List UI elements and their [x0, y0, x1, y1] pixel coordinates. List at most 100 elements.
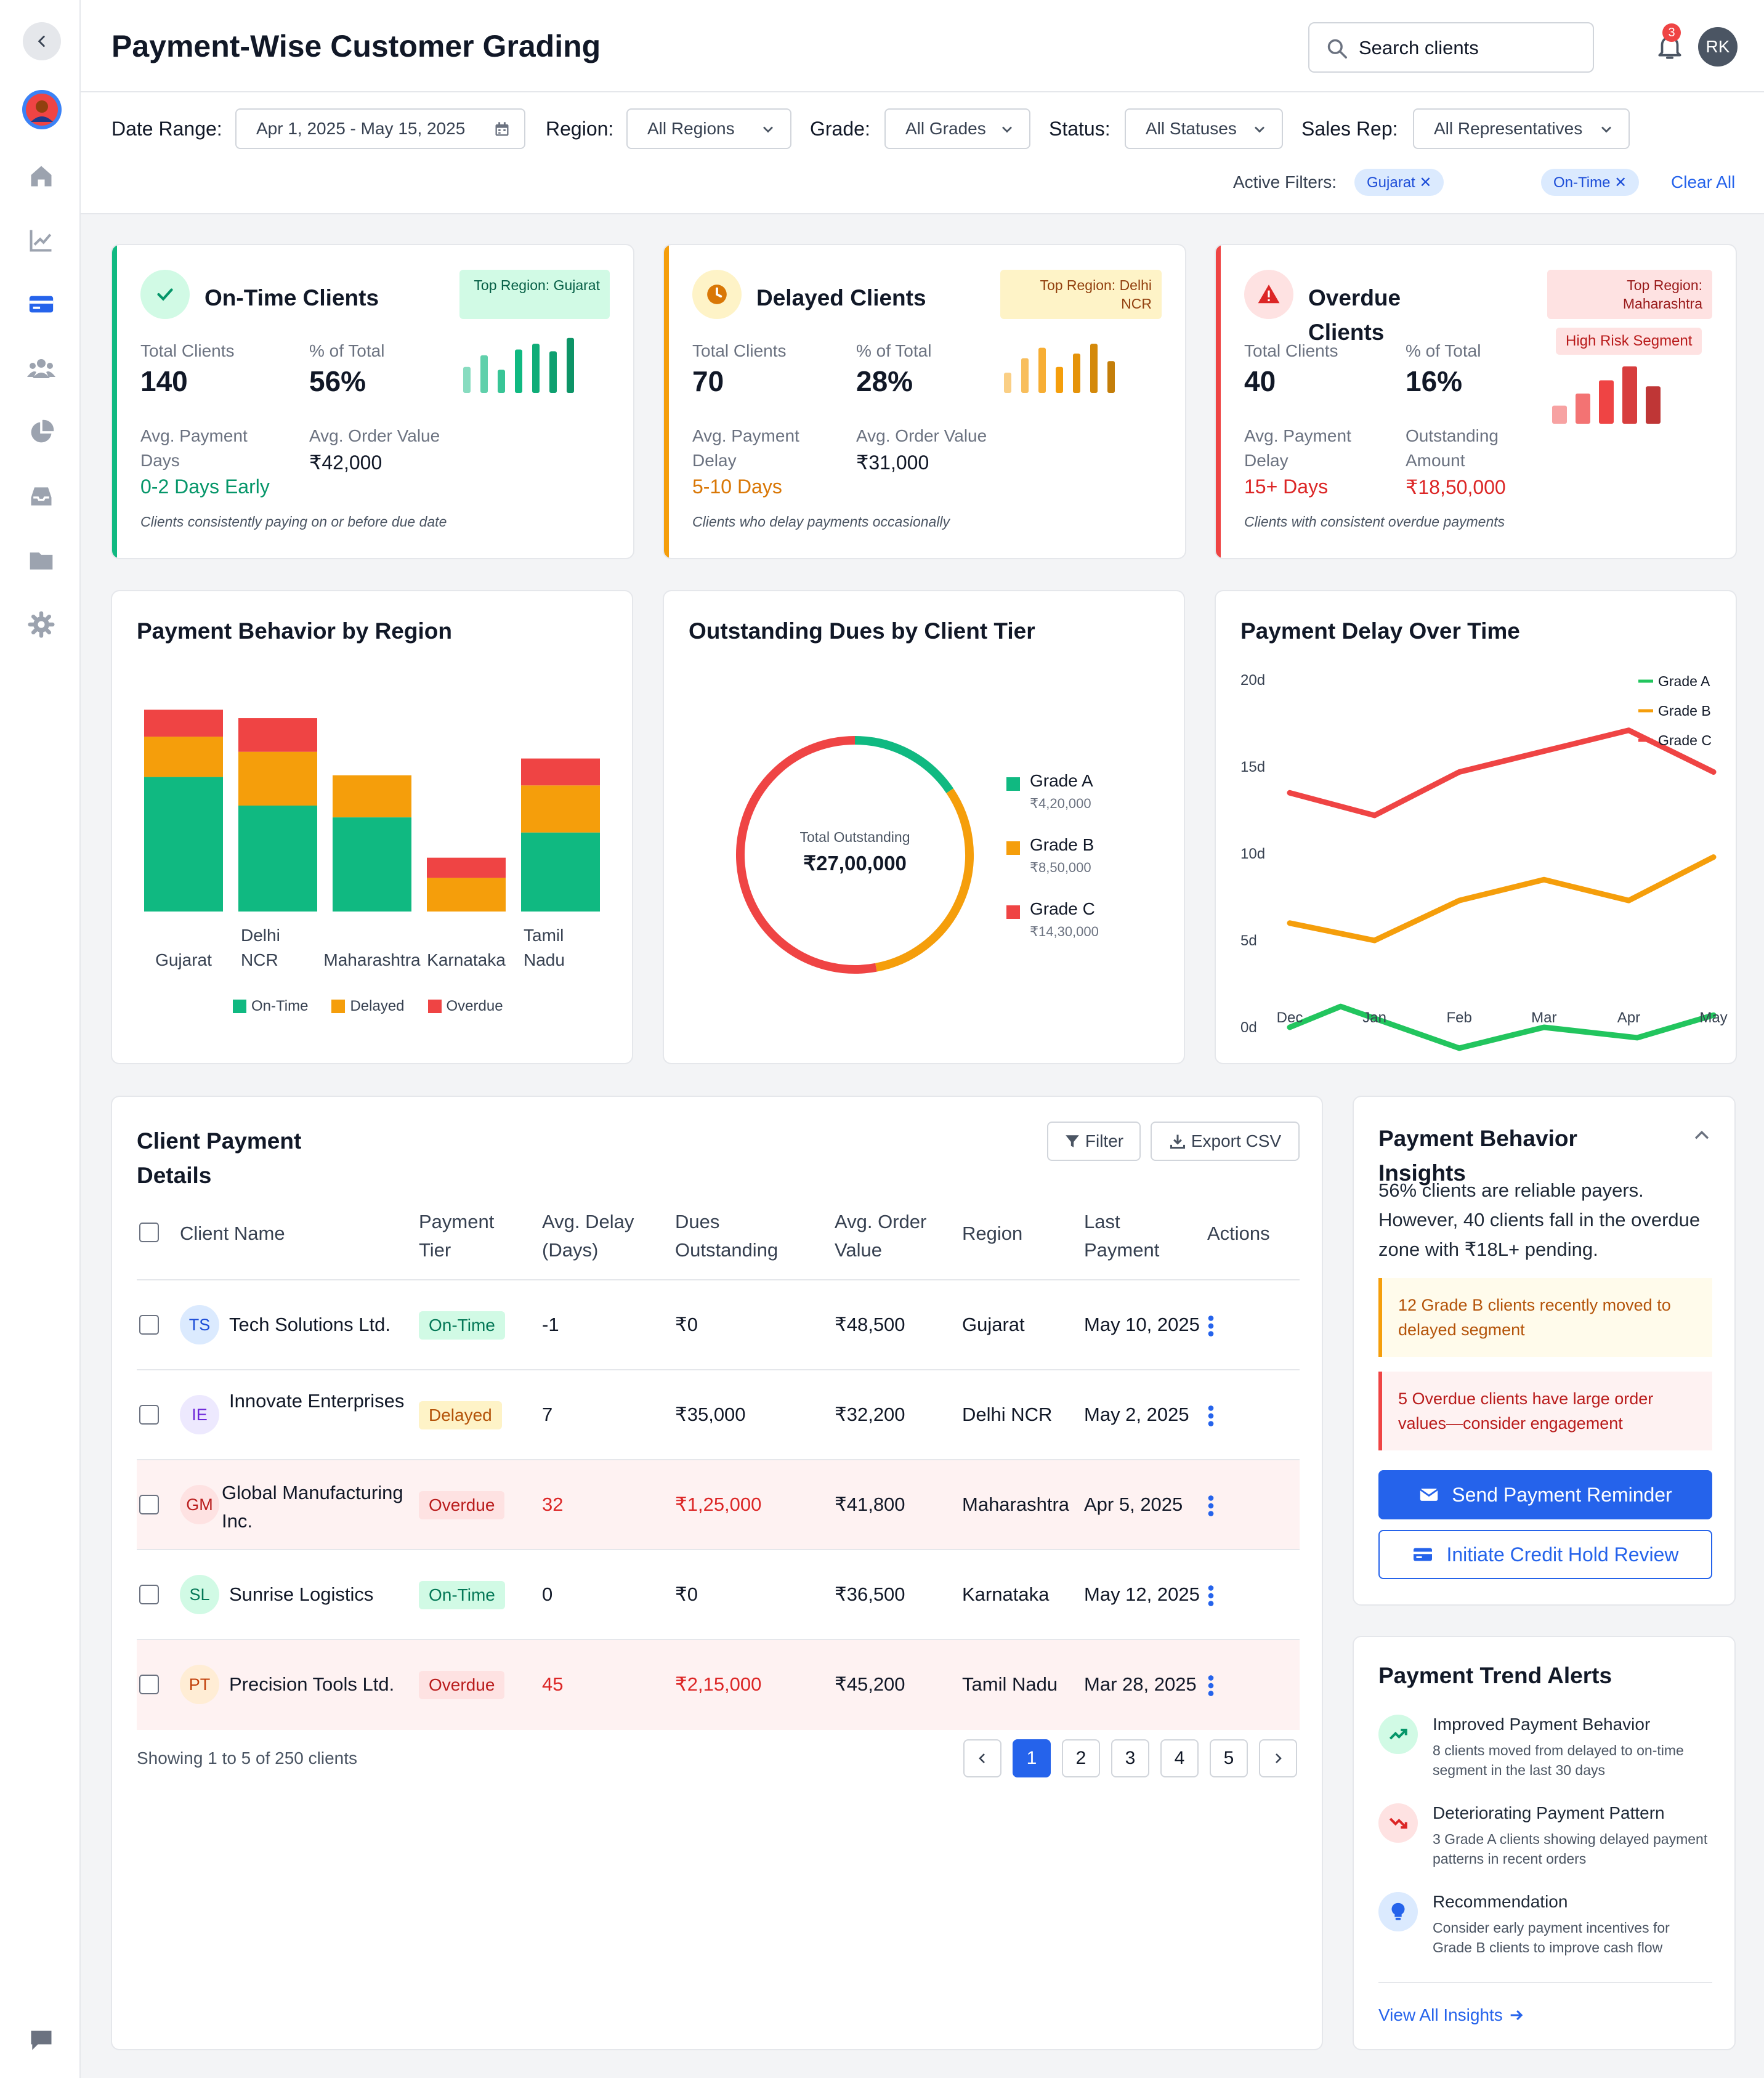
more-actions-icon[interactable]: [1206, 1585, 1216, 1607]
y-tick-label: 15d: [1240, 759, 1265, 775]
chat-icon: [31, 2031, 52, 2050]
page-button-4[interactable]: 4: [1160, 1739, 1199, 1777]
sparkline-bar: [532, 344, 540, 393]
view-all-insights-link[interactable]: View All Insights: [1378, 2005, 1525, 2025]
dues-cell: ₹0: [675, 1314, 698, 1335]
column-header[interactable]: Avg. Delay (Days): [542, 1211, 634, 1261]
collapse-sidebar-button[interactable]: [23, 22, 61, 60]
chevron-down-icon: [1002, 126, 1012, 133]
page-title: Payment-Wise Customer Grading: [111, 29, 601, 63]
page-button-5[interactable]: 5: [1210, 1739, 1248, 1777]
sidebar-item-clients[interactable]: [26, 354, 56, 383]
page-button-1[interactable]: 1: [1013, 1739, 1051, 1777]
on-time-badge: [140, 270, 190, 319]
chart-title: Outstanding Dues by Client Tier: [689, 618, 1035, 644]
client-name[interactable]: Sunrise Logistics: [229, 1583, 374, 1605]
x-tick-label: Dec: [1277, 1009, 1303, 1026]
prev-page-button[interactable]: [963, 1739, 1001, 1777]
region-chart-legend: On-Time Delayed Overdue: [233, 998, 503, 1015]
bar-segment: [427, 878, 506, 912]
legend-value: ₹14,30,000: [1030, 924, 1099, 939]
sidebar-item-inbox[interactable]: [26, 482, 56, 511]
bar-segment: [238, 806, 317, 912]
active-filter-chip-on-time[interactable]: On-Time ✕: [1541, 169, 1640, 196]
client-name[interactable]: Innovate Enterprises: [229, 1390, 405, 1412]
region-cell: Karnataka: [962, 1583, 1050, 1605]
column-header[interactable]: Payment Tier: [419, 1211, 495, 1261]
select-all-checkbox[interactable]: [139, 1223, 159, 1242]
region-select[interactable]: All Regions: [626, 108, 791, 149]
more-actions-icon[interactable]: [1206, 1315, 1216, 1337]
region-cell: Maharashtra: [962, 1494, 1070, 1515]
client-name[interactable]: Precision Tools Ltd.: [229, 1673, 395, 1695]
search-box[interactable]: [1308, 22, 1594, 73]
legend-value: ₹8,50,000: [1030, 860, 1091, 875]
status-select[interactable]: All Statuses: [1125, 108, 1283, 149]
delay-cell: -1: [542, 1314, 559, 1335]
active-filters-label: Active Filters:: [1233, 172, 1337, 192]
more-actions-icon[interactable]: [1206, 1405, 1216, 1427]
row-checkbox[interactable]: [139, 1585, 159, 1604]
card-note: Clients with consistent overdue payments: [1244, 514, 1505, 530]
more-actions-icon[interactable]: [1206, 1675, 1216, 1697]
status-label: Status:: [1049, 118, 1111, 140]
last-payment-cell: Apr 5, 2025: [1084, 1494, 1183, 1515]
top-region-badge: Top Region: Gujarat: [459, 270, 610, 319]
bar-segment: [144, 777, 223, 912]
sparkline-bar: [1021, 358, 1029, 393]
x-tick-label: Maharashtra: [323, 950, 421, 969]
more-actions-icon[interactable]: [1206, 1495, 1216, 1517]
column-header[interactable]: Region: [962, 1223, 1023, 1244]
table-row[interactable]: SL Sunrise Logistics On-Time 0 ₹0 ₹36,50…: [137, 1550, 1300, 1640]
client-name[interactable]: Tech Solutions Ltd.: [229, 1314, 390, 1335]
chevron-up-icon[interactable]: [1691, 1125, 1712, 1146]
page-button-2[interactable]: 2: [1062, 1739, 1100, 1777]
sidebar-item-chat[interactable]: [26, 2025, 56, 2055]
region-cell: Gujarat: [962, 1314, 1025, 1335]
table-row[interactable]: PT Precision Tools Ltd. Overdue 45 ₹2,15…: [137, 1640, 1300, 1730]
row-checkbox[interactable]: [139, 1675, 159, 1694]
export-csv-button[interactable]: Export CSV: [1151, 1122, 1300, 1161]
grade-select[interactable]: All Grades: [884, 108, 1030, 149]
client-name[interactable]: Global Manufacturing Inc.: [222, 1482, 403, 1532]
metric2-value: ₹18,50,000: [1406, 476, 1506, 498]
table-row[interactable]: GM Global Manufacturing Inc. Overdue 32 …: [137, 1460, 1300, 1550]
donut-center-label: Total Outstanding: [799, 829, 910, 845]
page-button-3[interactable]: 3: [1111, 1739, 1149, 1777]
column-header[interactable]: Last Payment: [1084, 1211, 1160, 1261]
credit-button-label: Initiate Credit Hold Review: [1446, 1543, 1679, 1566]
sales-rep-select[interactable]: All Representatives: [1413, 108, 1630, 149]
next-page-button[interactable]: [1259, 1739, 1297, 1777]
send-payment-reminder-button[interactable]: Send Payment Reminder: [1378, 1470, 1712, 1519]
filter-button[interactable]: Filter: [1047, 1122, 1141, 1161]
row-checkbox[interactable]: [139, 1495, 159, 1514]
column-header[interactable]: Avg. Order Value: [835, 1211, 927, 1261]
pct-total-label: % of Total: [309, 341, 385, 360]
client-avatar: PT: [180, 1665, 219, 1704]
user-avatar[interactable]: [22, 90, 62, 129]
sidebar-item-settings[interactable]: [26, 610, 56, 639]
sidebar-item-reports[interactable]: [26, 418, 56, 447]
active-filter-chip-gujarat[interactable]: Gujarat ✕: [1354, 169, 1444, 196]
sidebar-item-home[interactable]: [26, 161, 56, 191]
credit-hold-review-button[interactable]: Initiate Credit Hold Review: [1378, 1530, 1712, 1579]
accent-bar: [664, 245, 669, 558]
alert-description: Consider early payment incentives for Gr…: [1433, 1920, 1670, 1955]
delay-cell: 0: [542, 1583, 553, 1605]
sidebar-item-analytics[interactable]: [26, 225, 56, 255]
column-header[interactable]: Client Name: [180, 1223, 285, 1244]
x-tick-label: Tamil: [524, 926, 564, 945]
row-checkbox[interactable]: [139, 1405, 159, 1425]
search-input[interactable]: [1359, 34, 1580, 62]
divider: [1378, 1982, 1712, 1983]
user-avatar-initials[interactable]: RK: [1698, 27, 1738, 67]
sidebar-item-files[interactable]: [26, 546, 56, 575]
column-header[interactable]: Dues Outstanding: [675, 1211, 779, 1261]
date-range-picker[interactable]: Apr 1, 2025 - May 15, 2025: [235, 108, 525, 149]
clear-all-filters-link[interactable]: Clear All: [1671, 172, 1736, 192]
client-avatar: TS: [180, 1305, 219, 1344]
table-row[interactable]: TS Tech Solutions Ltd. On-Time -1 ₹0 ₹48…: [137, 1280, 1300, 1370]
table-row[interactable]: IE Innovate Enterprises Delayed 7 ₹35,00…: [137, 1370, 1300, 1460]
sidebar-item-payments[interactable]: [26, 289, 56, 319]
row-checkbox[interactable]: [139, 1315, 159, 1335]
